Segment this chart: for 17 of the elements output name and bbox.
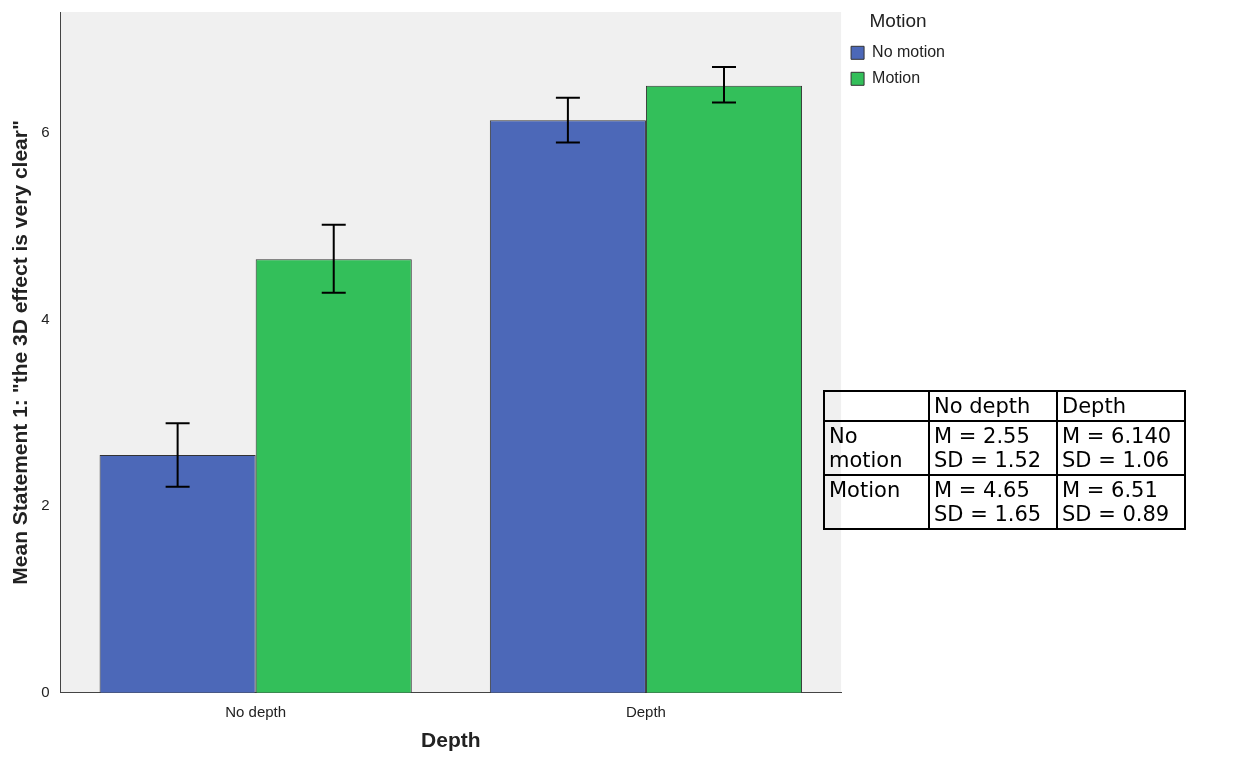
y-tick-label: 0	[41, 682, 50, 700]
y-tick-label: 6	[41, 123, 50, 141]
x-axis-title: Depth	[421, 728, 481, 752]
text: M = 2.55 SD = 1.52	[929, 421, 1057, 475]
text: No depth	[929, 391, 1057, 421]
legend-label: No motion	[872, 43, 945, 61]
text: M = 4.65 SD = 1.65	[929, 475, 1057, 529]
text: M = 6.140 SD = 1.06	[1057, 421, 1185, 475]
legend-title: Motion	[869, 9, 927, 31]
y-axis-title: Mean Statement 1: "the 3D effect is very clear"	[8, 120, 32, 585]
annotation: Motion	[824, 475, 929, 529]
text: Depth	[1057, 391, 1185, 421]
y-tick-label: 2	[41, 496, 50, 514]
annotation: No motion	[824, 421, 929, 475]
text: M = 6.51 SD = 0.89	[1057, 475, 1185, 529]
legend-label: Motion	[872, 69, 921, 87]
y-tick-label: 4	[41, 309, 50, 327]
